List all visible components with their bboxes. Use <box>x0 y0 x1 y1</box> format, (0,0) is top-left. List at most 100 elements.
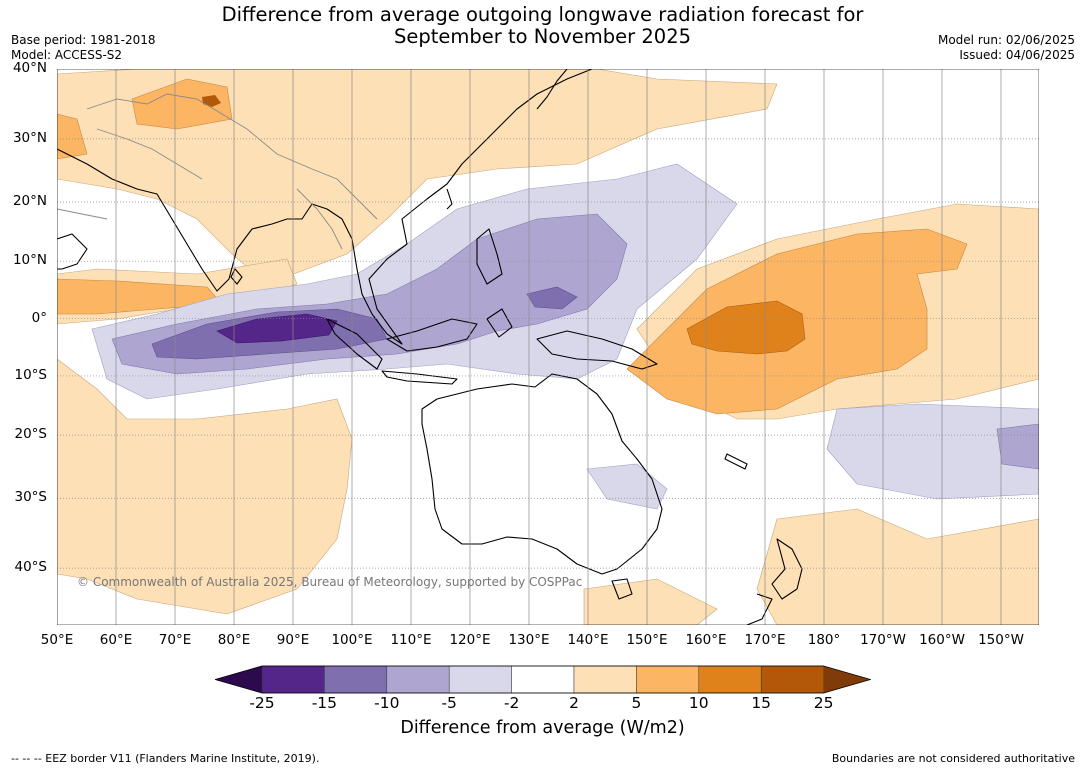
issued-date: Issued: 04/06/2025 <box>959 48 1075 62</box>
new-zealand-north-coastline <box>771 538 803 600</box>
colorbar-tick-label: 25 <box>813 694 834 712</box>
longitude-label: 140°E <box>567 632 609 648</box>
tibet-positive-region <box>131 78 233 130</box>
sri-lanka-coastline <box>230 268 243 285</box>
java-coastline <box>381 370 458 385</box>
new-guinea-negative-region <box>526 286 578 310</box>
latitude-label: 0° <box>31 309 47 326</box>
colorbar-segment <box>636 665 700 694</box>
himalaya-peak-region <box>202 95 221 107</box>
meta-left: Base period: 1981-2018 Model: ACCESS-S2 <box>11 33 156 63</box>
anomaly-15-to-25-regions <box>202 95 221 107</box>
south-pacific-negative-region <box>826 403 1039 500</box>
eastern-indian-ocean-peak-region <box>216 313 338 344</box>
asia-border-line-1 <box>86 93 378 220</box>
latitude-label: 10°S <box>14 366 48 383</box>
longitude-label: 180° <box>807 632 841 648</box>
colorbar-tick-label: -2 <box>503 694 520 712</box>
olr-anomaly-map: © Commonwealth of Australia 2025, Bureau… <box>57 69 1039 625</box>
colorbar-title: Difference from average (W/m2) <box>400 718 685 738</box>
country-borders <box>57 93 378 250</box>
eez-legend: -- -- -- EEZ border V11 (Flanders Marine… <box>11 752 320 765</box>
southeast-asia-border <box>296 188 343 250</box>
central-pacific-peak-region <box>686 300 806 355</box>
latitude-label: 20°N <box>12 192 47 209</box>
south-pacific-strong-negative-region <box>996 423 1039 470</box>
asia-border-line-2 <box>96 128 203 180</box>
map-title: Difference from average outgoing longwav… <box>0 4 1085 48</box>
latitude-label: 10°N <box>12 252 47 269</box>
colorbar <box>215 665 871 694</box>
australia-coastline <box>421 373 663 575</box>
longitude-label: 160°E <box>685 632 727 648</box>
longitude-label: 70°E <box>158 632 192 648</box>
middle-east-border <box>57 208 108 220</box>
borneo-coastline <box>386 318 478 352</box>
coastlines <box>57 69 803 625</box>
anomaly-10-to-15-regions <box>686 300 806 355</box>
colorbar-segment <box>573 665 637 694</box>
gridlines <box>57 69 1039 625</box>
longitude-label: 100°E <box>331 632 373 648</box>
colorbar-tick-label: -25 <box>249 694 275 712</box>
sulawesi-coastline <box>486 308 513 338</box>
asia-coastline <box>57 69 593 345</box>
colorbar-segment <box>511 665 575 694</box>
latitude-label: 40°N <box>12 60 47 76</box>
longitude-label: 120°E <box>449 632 491 648</box>
colorbar-segment <box>324 665 388 694</box>
colorbar-tick-label: -5 <box>441 694 457 712</box>
tasman-positive-region <box>756 508 1039 625</box>
philippines-coastline <box>476 228 503 285</box>
southern-positive-region <box>583 578 718 625</box>
longitude-label: 80°E <box>217 632 251 648</box>
latitude-label: 40°S <box>14 559 48 576</box>
longitude-label: 60°E <box>99 632 133 648</box>
boundary-disclaimer: Boundaries are not considered authoritat… <box>831 752 1075 765</box>
colorbar-outline <box>215 665 871 694</box>
new-guinea-coastline <box>536 330 658 370</box>
colorbar-segment <box>261 665 325 694</box>
colorbar-segment <box>448 665 512 694</box>
meta-right: Model run: 02/06/2025 Issued: 04/06/2025 <box>938 33 1075 63</box>
colorbar-tick-label: 10 <box>688 694 709 712</box>
fiji-coastline <box>724 453 748 470</box>
title-line-1: Difference from average outgoing longwav… <box>221 3 864 26</box>
longitude-label: 150°E <box>626 632 668 648</box>
latitude-label: 20°S <box>14 426 48 443</box>
colorbar-tick-label: -10 <box>374 694 400 712</box>
longitude-label: 170°W <box>860 632 906 648</box>
west-asia-strong-region <box>57 113 88 160</box>
title-line-2: September to November 2025 <box>393 25 692 48</box>
colorbar-segment <box>698 665 762 694</box>
japan-coastline <box>536 69 568 110</box>
anomaly-neg15-to-neg25-regions <box>216 313 338 344</box>
colorbar-tick-label: 15 <box>751 694 772 712</box>
longitude-label: 160°W <box>919 632 965 648</box>
colorbar-extend-high <box>823 666 871 693</box>
longitude-label: 110°E <box>390 632 432 648</box>
south-indian-ocean-positive-region <box>57 358 353 615</box>
taiwan-coastline <box>446 188 453 210</box>
longitude-label: 130°E <box>508 632 550 648</box>
colorbar-tick-label: 2 <box>569 694 579 712</box>
model-run: Model run: 02/06/2025 <box>937 33 1075 47</box>
sumatra-coastline <box>326 318 383 370</box>
copyright-notice: © Commonwealth of Australia 2025, Bureau… <box>77 575 582 589</box>
longitude-label: 150°W <box>978 632 1024 648</box>
longitude-label: 170°E <box>744 632 786 648</box>
latitude-label: 30°S <box>14 489 48 506</box>
new-zealand-south-coastline <box>746 593 773 625</box>
base-period: Base period: 1981-2018 <box>11 33 156 47</box>
colorbar-tick-label: 5 <box>631 694 642 712</box>
colorbar-tick-label: -15 <box>311 694 338 712</box>
arabia-coastline <box>57 233 88 270</box>
longitude-label: 90°E <box>276 632 310 648</box>
colorbar-extend-low <box>215 666 262 693</box>
longitude-label: 50°E <box>40 632 74 648</box>
colorbar-segment <box>760 665 824 694</box>
colorbar-segment <box>386 665 450 694</box>
latitude-label: 30°N <box>12 129 47 146</box>
model-name: Model: ACCESS-S2 <box>11 48 123 62</box>
tasmania-coastline <box>611 578 633 600</box>
